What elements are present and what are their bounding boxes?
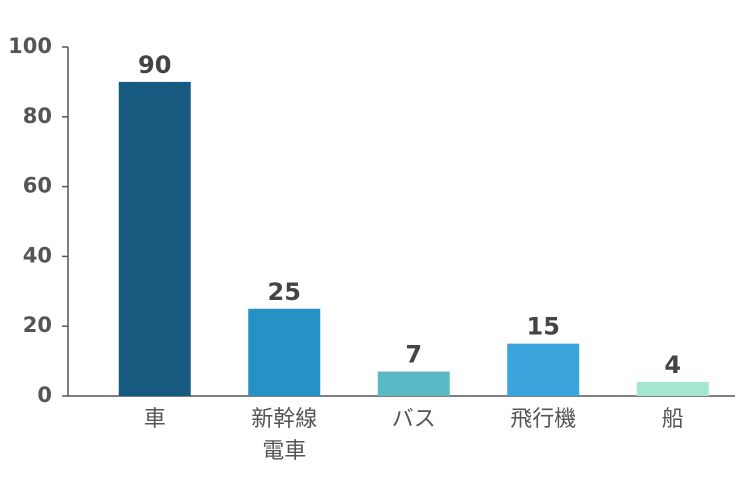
bar [377, 371, 450, 396]
y-tick-label: 80 [23, 104, 52, 128]
value-label: 25 [268, 278, 301, 306]
y-tick-label: 40 [23, 243, 52, 267]
value-label: 15 [527, 313, 560, 341]
bar [248, 308, 321, 396]
y-tick-label: 60 [23, 174, 52, 198]
x-tick-label: 船 [661, 407, 684, 432]
value-label: 4 [664, 351, 681, 379]
x-tick-label: 車 [143, 407, 166, 432]
x-tick-label: バス [391, 407, 436, 432]
x-tick-label: 新幹線電車 [251, 407, 318, 464]
bar [507, 343, 580, 396]
y-tick-label: 0 [37, 383, 52, 407]
bar [118, 81, 191, 397]
value-label: 90 [138, 51, 171, 79]
y-tick-label: 20 [23, 313, 52, 337]
value-label: 7 [405, 341, 422, 369]
y-tick-label: 100 [8, 34, 52, 58]
bar [636, 382, 709, 396]
x-tick-label: 飛行機 [510, 407, 577, 432]
